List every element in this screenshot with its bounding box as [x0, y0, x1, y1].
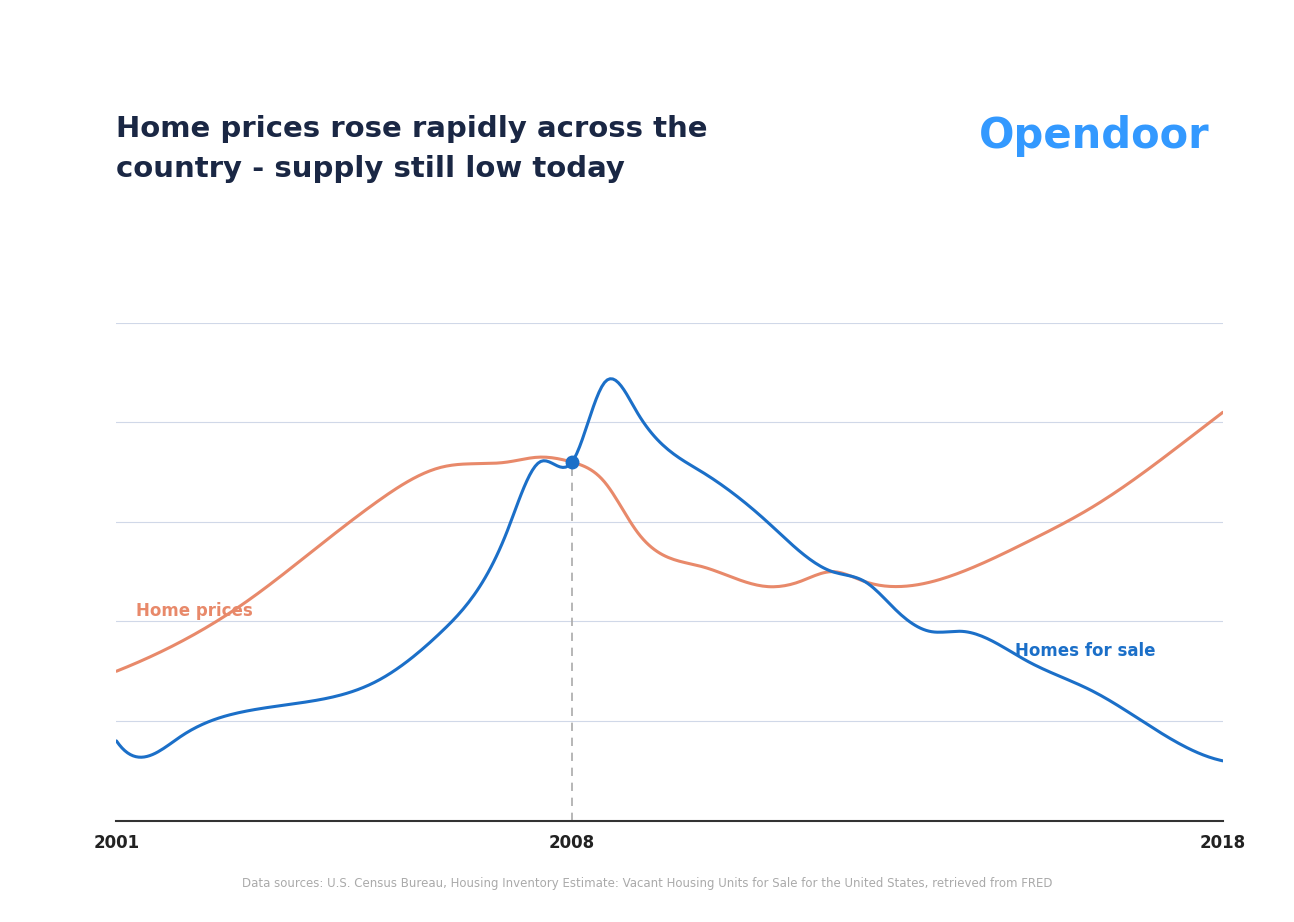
Text: Data sources: U.S. Census Bureau, Housing Inventory Estimate: Vacant Housing Uni: Data sources: U.S. Census Bureau, Housin… — [242, 877, 1052, 890]
Text: Home prices: Home prices — [136, 602, 252, 621]
Text: Opendoor: Opendoor — [980, 115, 1210, 158]
Text: Home prices rose rapidly across the: Home prices rose rapidly across the — [116, 115, 708, 143]
Text: Homes for sale: Homes for sale — [1014, 643, 1156, 660]
Text: country - supply still low today: country - supply still low today — [116, 155, 625, 183]
